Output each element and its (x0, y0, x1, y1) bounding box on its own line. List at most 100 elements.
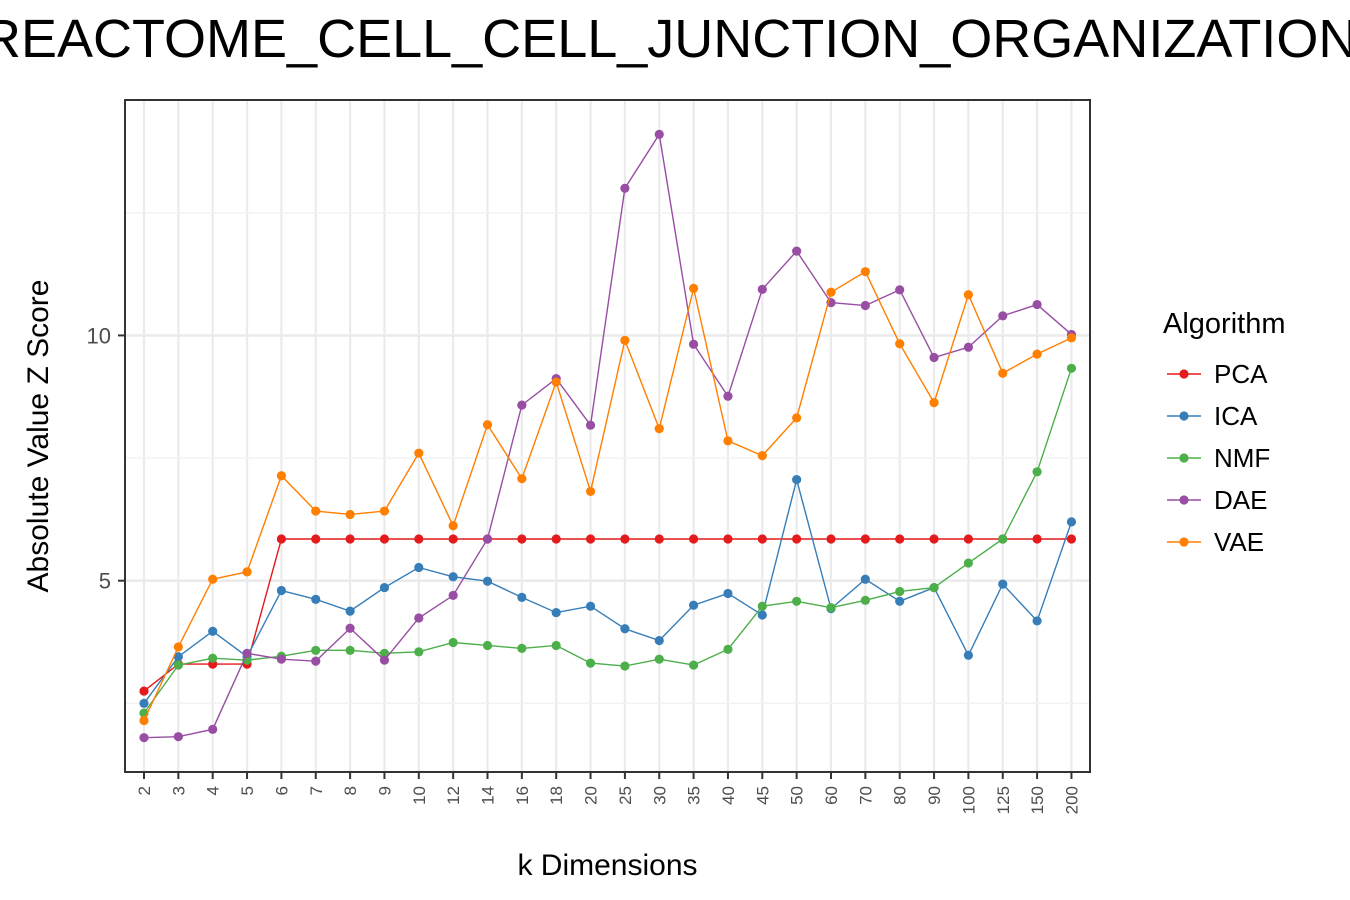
x-tick-label: 200 (1062, 786, 1081, 814)
data-point-vae (689, 283, 699, 293)
data-point-ica (208, 626, 218, 636)
data-point-pca (379, 534, 390, 544)
data-point-vae (345, 509, 355, 520)
data-point-ica (895, 596, 905, 606)
data-point-ica (1066, 517, 1077, 527)
data-point-pca (860, 534, 870, 544)
data-point-pca (723, 534, 733, 544)
legend-title: Algorithm (1163, 308, 1286, 340)
data-point-vae (551, 377, 561, 387)
x-tick-label: 3 (169, 786, 188, 795)
series-layer (139, 129, 1077, 743)
data-point-pca (276, 534, 286, 544)
chart-title: REACTOME_CELL_CELL_JUNCTION_ORGANIZATION (0, 9, 1350, 69)
data-point-nmf (654, 654, 664, 664)
data-point-nmf (723, 644, 733, 654)
x-tick-label: 90 (925, 786, 944, 805)
data-point-dae (448, 590, 458, 601)
data-point-nmf (345, 645, 355, 655)
x-tick-label: 50 (788, 786, 807, 805)
legend-key-point-vae (1179, 537, 1189, 547)
data-point-ica (345, 606, 355, 616)
data-point-dae (345, 623, 355, 633)
grid-layer (125, 100, 1090, 772)
data-point-dae (723, 391, 733, 401)
data-point-pca (517, 534, 527, 544)
data-point-vae (998, 368, 1008, 378)
data-point-vae (242, 567, 252, 577)
data-point-dae (689, 339, 699, 349)
x-tick-label: 80 (891, 786, 910, 805)
data-point-nmf (551, 640, 561, 651)
data-point-nmf (963, 558, 974, 568)
data-point-nmf (414, 647, 424, 657)
data-point-nmf (895, 586, 905, 597)
data-point-pca (1032, 534, 1042, 544)
data-point-nmf (173, 660, 183, 670)
x-axis-title: k Dimensions (517, 849, 697, 882)
data-point-dae (208, 724, 218, 734)
legend-label-dae: DAE (1214, 485, 1267, 515)
data-point-vae (208, 574, 218, 584)
data-point-ica (551, 607, 561, 618)
data-point-vae (620, 335, 630, 345)
data-point-nmf (311, 645, 321, 655)
data-point-dae (414, 613, 424, 623)
x-tick-label: 100 (959, 786, 978, 814)
x-tick-label: 16 (513, 786, 532, 805)
x-tick-label: 8 (341, 786, 360, 795)
data-point-dae (998, 311, 1008, 321)
data-point-vae (139, 715, 149, 726)
x-tick-label: 6 (272, 786, 291, 795)
data-point-vae (654, 424, 664, 434)
data-point-pca (1066, 534, 1077, 544)
data-point-pca (895, 534, 905, 544)
data-point-ica (757, 610, 767, 620)
data-point-nmf (620, 661, 630, 671)
data-point-pca (414, 534, 424, 544)
series-line-ica (143, 476, 1073, 704)
x-tick-label: 10 (410, 786, 429, 805)
legend-label-ica: ICA (1214, 401, 1258, 431)
data-point-pca (139, 686, 149, 696)
data-point-nmf (757, 601, 767, 611)
data-point-nmf (1066, 363, 1077, 373)
data-point-ica (654, 635, 664, 646)
x-tick-label: 45 (753, 786, 772, 805)
data-point-ica (963, 650, 974, 660)
legend: Algorithm PCA ICA NMF DAE VAE (1163, 308, 1286, 557)
data-point-pca (757, 534, 767, 544)
x-tick-label: 60 (822, 786, 841, 805)
data-point-nmf (689, 660, 699, 670)
data-point-ica (998, 579, 1008, 589)
data-point-ica (723, 588, 733, 599)
x-tick-label: 20 (582, 786, 601, 805)
data-point-ica (689, 600, 699, 610)
data-point-nmf (998, 534, 1008, 544)
data-point-vae (1032, 349, 1042, 359)
data-point-ica (620, 624, 630, 634)
legend-key-point-ica (1179, 411, 1189, 421)
data-point-pca (551, 534, 561, 544)
data-point-dae (860, 300, 870, 311)
data-point-dae (963, 342, 974, 352)
x-tick-label: 12 (444, 786, 463, 805)
x-tick-label: 14 (479, 786, 498, 805)
data-point-vae (860, 267, 870, 277)
data-point-vae (482, 420, 493, 430)
data-point-dae (379, 655, 390, 665)
data-point-nmf (792, 596, 802, 606)
x-tick-label: 7 (307, 786, 326, 795)
series-line-dae (143, 132, 1072, 739)
data-point-dae (792, 246, 802, 256)
x-tick-label: 125 (994, 786, 1013, 814)
data-point-nmf (448, 637, 458, 648)
data-point-vae (723, 436, 733, 446)
x-tick-label: 30 (650, 786, 669, 805)
data-point-vae (792, 413, 802, 423)
data-point-nmf (208, 653, 218, 663)
data-point-vae (929, 398, 939, 408)
x-tick-label: 150 (1028, 786, 1047, 814)
data-point-pca (929, 534, 939, 544)
